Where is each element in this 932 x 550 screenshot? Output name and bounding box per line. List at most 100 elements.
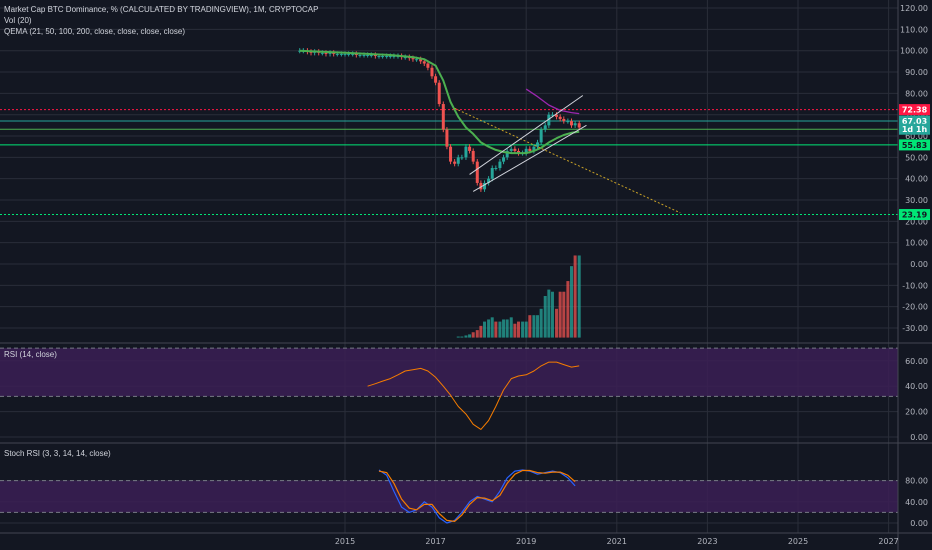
volume-bar <box>475 330 479 338</box>
axis-tick-label: 70.00 <box>905 111 928 120</box>
overbought-oversold-band <box>0 480 898 513</box>
candle-body <box>403 57 407 59</box>
candle-body <box>351 53 355 55</box>
trend-lines[interactable] <box>454 95 681 214</box>
candle-body <box>430 67 434 77</box>
candle-body <box>320 52 324 54</box>
volume-bar <box>543 295 547 338</box>
price-tag-label: 72.38 <box>902 106 928 115</box>
price-tag <box>899 139 930 151</box>
candle-body <box>468 146 472 151</box>
indicator-bands <box>0 347 898 513</box>
axis-tick-label: 20.00 <box>905 217 928 226</box>
candle-body <box>494 168 498 170</box>
downtrend-dotted-line <box>454 107 681 214</box>
candle-body <box>573 123 577 126</box>
candle-body <box>328 52 332 54</box>
price-axis[interactable]: 120.00 110.00 100.00 90.00 80.00 70.00 60.00 50… <box>900 4 928 528</box>
candle-body <box>309 51 313 53</box>
legend-title: Market Cap BTC Dominance, % (CALCULATED … <box>4 5 319 14</box>
candle-body <box>509 148 513 151</box>
indicator-lines <box>299 49 580 524</box>
axis-tick-label: 90.00 <box>905 68 928 77</box>
candle-body <box>464 146 468 158</box>
candle-body <box>369 54 373 56</box>
axis-tick-label: 10.00 <box>905 239 928 248</box>
axis-tick-label: 20.00 <box>905 408 928 417</box>
candle-body <box>441 104 445 130</box>
candle-body <box>445 129 449 147</box>
candle-body <box>347 53 351 55</box>
volume-bars <box>456 255 581 338</box>
axis-tick-label: 0.00 <box>910 260 928 269</box>
candle-body <box>543 125 547 130</box>
price-candles <box>298 48 581 192</box>
axis-tick-label: 40.00 <box>905 382 928 391</box>
candle-body <box>422 61 426 64</box>
price-tag-label: 55.83 <box>902 141 927 150</box>
volume-bar <box>577 255 581 338</box>
volume-bar <box>505 319 509 338</box>
candle-body <box>411 58 415 60</box>
candle-body <box>358 54 362 56</box>
stoch-d-line <box>378 469 576 523</box>
price-tag <box>899 123 930 135</box>
rsi-line <box>367 361 580 430</box>
volume-bar <box>487 319 491 338</box>
volume-bar <box>547 289 551 338</box>
legend-qema: QEMA (21, 50, 100, 200, close, close, cl… <box>4 27 185 36</box>
candle-body <box>335 53 339 55</box>
volume-bar <box>490 317 494 338</box>
volume-bar <box>509 317 513 338</box>
volume-bar <box>528 315 532 338</box>
candle-body <box>532 146 536 151</box>
candle-body <box>381 56 385 58</box>
legend-rsi: RSI (14, close) <box>4 350 57 359</box>
candle-body <box>415 59 419 61</box>
candle-body <box>456 157 460 164</box>
axis-tick-label: 80.00 <box>905 89 928 98</box>
volume-bar <box>532 315 536 338</box>
volume-bar <box>536 315 540 338</box>
time-tick-label: 2027 <box>878 537 898 546</box>
axis-tick-label: 110.00 <box>900 25 928 34</box>
price-tag <box>899 115 930 127</box>
candle-body <box>377 56 381 58</box>
candle-body <box>562 118 566 122</box>
candle-body <box>437 82 441 105</box>
volume-bar <box>550 291 554 338</box>
candle-body <box>332 52 336 54</box>
volume-bar <box>566 281 570 338</box>
candle-body <box>555 114 559 117</box>
axis-tick-label: 120.00 <box>900 4 928 13</box>
axis-tick-label: -10.00 <box>902 281 928 290</box>
candle-body <box>434 76 438 83</box>
time-tick-label: 2019 <box>516 537 536 546</box>
candle-body <box>528 148 532 151</box>
candle-body <box>547 114 551 126</box>
candle-body <box>471 150 475 162</box>
volume-bar <box>468 334 472 338</box>
time-axis[interactable]: 2015 2017 2019 2021 2023 2025 2027 <box>335 537 899 546</box>
chart-legend: Market Cap BTC Dominance, % (CALCULATED … <box>4 4 318 37</box>
price-tag-label: 23.19 <box>902 211 928 220</box>
horizontal-levels <box>0 109 898 216</box>
volume-bar <box>570 266 573 338</box>
price-tag-label: 67.03 <box>902 117 927 126</box>
price-tag <box>899 209 930 221</box>
axis-tick-label: 0.00 <box>910 433 928 442</box>
candle-body <box>388 56 392 58</box>
candle-body <box>502 157 506 162</box>
axis-tick-label: 30.00 <box>905 196 928 205</box>
volume-bar <box>494 321 498 338</box>
candle-body <box>577 123 581 128</box>
candle-body <box>558 116 562 119</box>
axis-tick-label: -30.00 <box>902 324 928 333</box>
axis-tick-label: 50.00 <box>905 153 928 162</box>
channel-line <box>472 124 587 192</box>
legend-stoch: Stoch RSI (3, 3, 14, 14, close) <box>4 449 111 458</box>
